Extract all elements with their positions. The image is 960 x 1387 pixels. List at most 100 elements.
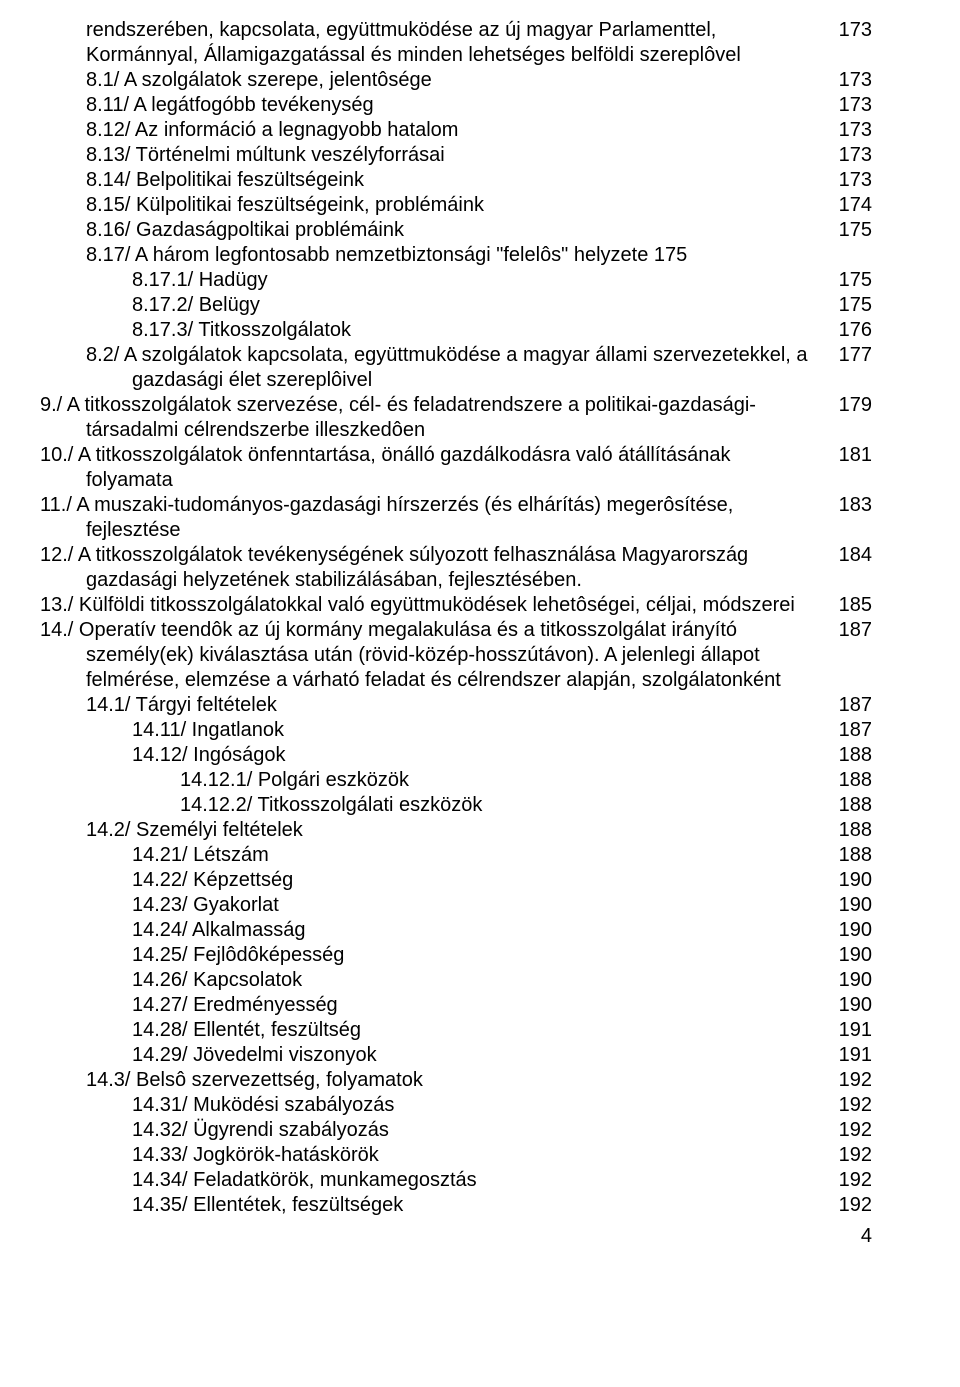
toc-line-label: 8.12/ Az információ a legnagyobb hatalom xyxy=(40,118,828,143)
toc-line-page: 188 xyxy=(828,843,872,868)
toc-line: 14.22/ Képzettség190 xyxy=(40,868,872,893)
toc-line-label: 8.13/ Történelmi múltunk veszélyforrásai xyxy=(40,143,828,168)
toc-line-label: 14./ Operatív teendôk az új kormány mega… xyxy=(40,618,828,693)
toc-line-label: 8.14/ Belpolitikai feszültségeink xyxy=(40,168,828,193)
toc-line: 14.12.1/ Polgári eszközök188 xyxy=(40,768,872,793)
toc-line: rendszerében, kapcsolata, együttmuködése… xyxy=(40,18,872,68)
toc-line: 9./ A titkosszolgálatok szervezése, cél-… xyxy=(40,393,872,443)
toc-line: 14.26/ Kapcsolatok190 xyxy=(40,968,872,993)
toc-line: 14.31/ Muködési szabályozás192 xyxy=(40,1093,872,1118)
toc-line-label: 14.35/ Ellentétek, feszültségek xyxy=(40,1193,828,1218)
toc-line-page: 176 xyxy=(828,318,872,343)
toc-line: 8.15/ Külpolitikai feszültségeink, probl… xyxy=(40,193,872,218)
toc-line-page: 175 xyxy=(648,244,687,266)
toc-line-page: 173 xyxy=(828,143,872,168)
toc-line: 14.12.2/ Titkosszolgálati eszközök188 xyxy=(40,793,872,818)
toc-line-label: 14.3/ Belsô szervezettség, folyamatok xyxy=(40,1068,828,1093)
toc-line: 8.11/ A legátfogóbb tevékenység173 xyxy=(40,93,872,118)
toc-line-page: 188 xyxy=(828,793,872,818)
toc-line-page: 173 xyxy=(828,118,872,143)
toc-line: 14.21/ Létszám188 xyxy=(40,843,872,868)
toc-line: 10./ A titkosszolgálatok önfenntartása, … xyxy=(40,443,872,493)
toc-line: 8.17.2/ Belügy175 xyxy=(40,293,872,318)
toc-line-label: 14.25/ Fejlôdôképesség xyxy=(40,943,828,968)
toc-line: 14.25/ Fejlôdôképesség190 xyxy=(40,943,872,968)
toc-line-page: 191 xyxy=(828,1043,872,1068)
toc-line-page: 192 xyxy=(828,1068,872,1093)
toc-line-page: 175 xyxy=(828,218,872,243)
toc-line-page: 185 xyxy=(828,593,872,618)
toc-line-label: 14.32/ Ügyrendi szabályozás xyxy=(40,1118,828,1143)
toc-line-label: 14.12.1/ Polgári eszközök xyxy=(40,768,828,793)
toc-line-page: 173 xyxy=(828,18,872,43)
toc-line-page: 190 xyxy=(828,943,872,968)
toc-line-page: 190 xyxy=(828,993,872,1018)
toc-line-label: 14.11/ Ingatlanok xyxy=(40,718,828,743)
toc-line-page: 191 xyxy=(828,1018,872,1043)
toc-line: 14.23/ Gyakorlat190 xyxy=(40,893,872,918)
toc-line: 12./ A titkosszolgálatok tevékenységének… xyxy=(40,543,872,593)
toc-line: 14.35/ Ellentétek, feszültségek192 xyxy=(40,1193,872,1218)
toc-line-label: 14.2/ Személyi feltételek xyxy=(40,818,828,843)
toc-line-label: 8.17.3/ Titkosszolgálatok xyxy=(40,318,828,343)
toc-line-label: 8.2/ A szolgálatok kapcsolata, együttmuk… xyxy=(40,343,828,393)
toc-line-page: 179 xyxy=(828,393,872,418)
toc-line-label: 14.33/ Jogkörök-hatáskörök xyxy=(40,1143,828,1168)
toc-line: 13./ Külföldi titkosszolgálatokkal való … xyxy=(40,593,872,618)
toc-line-label: 14.24/ Alkalmasság xyxy=(40,918,828,943)
page-number: 4 xyxy=(40,1224,872,1249)
toc-line-label: 14.12.2/ Titkosszolgálati eszközök xyxy=(40,793,828,818)
toc-line: 8.13/ Történelmi múltunk veszélyforrásai… xyxy=(40,143,872,168)
toc-line: 8.1/ A szolgálatok szerepe, jelentôsége1… xyxy=(40,68,872,93)
toc-line-page: 175 xyxy=(828,268,872,293)
toc-line-page: 173 xyxy=(828,68,872,93)
toc-line-label: 13./ Külföldi titkosszolgálatokkal való … xyxy=(40,593,828,618)
toc-line: 11./ A muszaki-tudományos-gazdasági hírs… xyxy=(40,493,872,543)
toc-line-page: 188 xyxy=(828,743,872,768)
toc-line-page: 181 xyxy=(828,443,872,468)
toc-line-label: 9./ A titkosszolgálatok szervezése, cél-… xyxy=(40,393,828,443)
toc-line: 8.12/ Az információ a legnagyobb hatalom… xyxy=(40,118,872,143)
toc-line-label: 8.11/ A legátfogóbb tevékenység xyxy=(40,93,828,118)
toc-line: 14.1/ Tárgyi feltételek187 xyxy=(40,693,872,718)
toc-line-page: 192 xyxy=(828,1118,872,1143)
toc-line-page: 187 xyxy=(828,693,872,718)
toc-line: 14.3/ Belsô szervezettség, folyamatok192 xyxy=(40,1068,872,1093)
toc-line-page: 188 xyxy=(828,818,872,843)
toc-line: 8.14/ Belpolitikai feszültségeink173 xyxy=(40,168,872,193)
toc-line-label: 10./ A titkosszolgálatok önfenntartása, … xyxy=(40,443,828,493)
toc-line: 14.33/ Jogkörök-hatáskörök192 xyxy=(40,1143,872,1168)
toc-line-page: 177 xyxy=(828,343,872,368)
toc-line: 8.16/ Gazdaságpoltikai problémáink175 xyxy=(40,218,872,243)
toc-line-label: 14.31/ Muködési szabályozás xyxy=(40,1093,828,1118)
toc-line-label: rendszerében, kapcsolata, együttmuködése… xyxy=(40,18,828,68)
toc-line-page: 183 xyxy=(828,493,872,518)
toc-line-page: 192 xyxy=(828,1193,872,1218)
toc-line: 8.2/ A szolgálatok kapcsolata, együttmuk… xyxy=(40,343,872,393)
toc-line-label: 8.16/ Gazdaságpoltikai problémáink xyxy=(40,218,828,243)
toc-line-page: 174 xyxy=(828,193,872,218)
toc-line-label: 14.21/ Létszám xyxy=(40,843,828,868)
toc-line-page: 192 xyxy=(828,1093,872,1118)
toc-line-label: 14.23/ Gyakorlat xyxy=(40,893,828,918)
toc-line: 14.28/ Ellentét, feszültség191 xyxy=(40,1018,872,1043)
toc-line: 14.24/ Alkalmasság190 xyxy=(40,918,872,943)
toc-line: 14.2/ Személyi feltételek188 xyxy=(40,818,872,843)
toc-line: 14.12/ Ingóságok188 xyxy=(40,743,872,768)
toc-line-label: 8.17.1/ Hadügy xyxy=(40,268,828,293)
toc-line: 8.17.3/ Titkosszolgálatok176 xyxy=(40,318,872,343)
toc-line-label: 12./ A titkosszolgálatok tevékenységének… xyxy=(40,543,828,593)
toc-line-page: 192 xyxy=(828,1168,872,1193)
toc-line-page: 190 xyxy=(828,968,872,993)
toc-line: 14.27/ Eredményesség190 xyxy=(40,993,872,1018)
toc-line-page: 190 xyxy=(828,893,872,918)
toc-line: 8.17.1/ Hadügy175 xyxy=(40,268,872,293)
toc-line-page: 187 xyxy=(828,618,872,643)
toc-line-label: 14.28/ Ellentét, feszültség xyxy=(40,1018,828,1043)
toc-line-label: 14.26/ Kapcsolatok xyxy=(40,968,828,993)
toc-line: 14.32/ Ügyrendi szabályozás192 xyxy=(40,1118,872,1143)
toc-line-label: 14.27/ Eredményesség xyxy=(40,993,828,1018)
toc-line-label: 8.17.2/ Belügy xyxy=(40,293,828,318)
toc-line: 14.29/ Jövedelmi viszonyok191 xyxy=(40,1043,872,1068)
toc-line-page: 175 xyxy=(828,293,872,318)
